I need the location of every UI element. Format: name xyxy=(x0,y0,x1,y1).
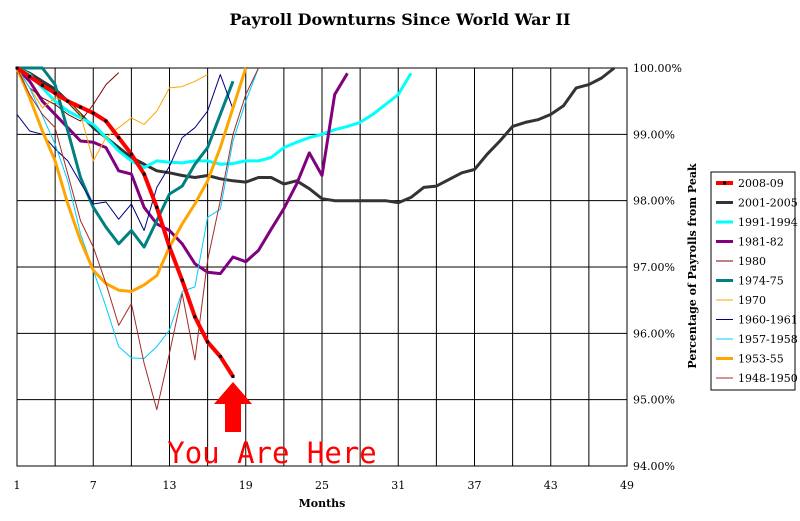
data-point-2008-09 xyxy=(168,245,171,249)
legend-label: 1948-1950 xyxy=(738,372,798,385)
data-point-2008-09 xyxy=(142,172,146,176)
series-line-1974-75 xyxy=(17,66,235,249)
y-axis-label: Percentage of Payrolls from Peak xyxy=(686,163,699,369)
y-tick-labels: 94.00% 95.00% 96.00% 97.00% 98.00% 99.00% 100.… xyxy=(633,62,682,473)
data-point-2008-09 xyxy=(53,91,57,95)
legend: 2008-09 2001-2005 1991-1994 1981-82 1980 1974… xyxy=(710,171,798,391)
legend-marker xyxy=(723,181,726,185)
legend-label: 2008-09 xyxy=(738,177,784,190)
series-layer xyxy=(15,66,616,411)
y-tick-label: 97.00% xyxy=(633,261,675,274)
x-tick-label: 19 xyxy=(239,479,253,492)
legend-label: 1980 xyxy=(738,255,766,268)
data-point-2008-09 xyxy=(66,99,70,103)
x-tick-label: 7 xyxy=(90,479,97,492)
arrow-up-icon xyxy=(214,382,252,432)
y-tick-label: 96.00% xyxy=(633,327,675,340)
data-point-2008-09 xyxy=(15,66,19,70)
legend-label: 1953-55 xyxy=(738,353,784,366)
series-line-1948-1950 xyxy=(16,67,259,411)
data-point-2008-09 xyxy=(129,152,133,156)
data-point-2008-09 xyxy=(193,315,197,319)
chart-title: Payroll Downturns Since World War II xyxy=(230,10,571,29)
series-line-1980 xyxy=(16,67,120,122)
data-point-2008-09 xyxy=(231,374,235,378)
x-tick-label: 37 xyxy=(468,479,482,492)
legend-label: 1974-75 xyxy=(738,275,784,288)
legend-label: 1981-82 xyxy=(738,236,784,249)
x-tick-label: 49 xyxy=(620,479,634,492)
data-point-2008-09 xyxy=(91,111,95,115)
data-point-2008-09 xyxy=(28,75,32,79)
data-point-2008-09 xyxy=(180,278,184,282)
y-tick-label: 99.00% xyxy=(633,128,675,141)
series-line-2001-2005 xyxy=(16,66,616,205)
series-line-1981-82 xyxy=(15,66,349,276)
data-point-2008-09 xyxy=(104,119,108,123)
series-line-1960-1961 xyxy=(16,74,234,231)
series-line-2008-09 xyxy=(15,66,235,378)
y-tick-label: 95.00% xyxy=(633,394,675,407)
y-tick-label: 98.00% xyxy=(633,195,675,208)
data-point-2008-09 xyxy=(79,105,83,109)
x-axis-label: Months xyxy=(299,497,346,510)
legend-label: 1991-1994 xyxy=(738,216,798,229)
data-point-2008-09 xyxy=(206,340,210,344)
x-tick-label: 43 xyxy=(544,479,558,492)
legend-label: 1970 xyxy=(738,294,766,307)
plot-border xyxy=(16,67,628,467)
x-tick-label: 1 xyxy=(14,479,21,492)
data-point-2008-09 xyxy=(218,355,222,359)
data-point-2008-09 xyxy=(40,83,44,87)
annotation-text: You Are Here xyxy=(167,436,377,470)
data-point-2008-09 xyxy=(155,205,159,209)
legend-label: 2001-2005 xyxy=(738,197,798,210)
legend-label: 1957-1958 xyxy=(738,333,798,346)
series-line-1970 xyxy=(16,67,208,162)
legend-label: 1960-1961 xyxy=(738,314,798,327)
y-tick-label: 94.00% xyxy=(633,460,675,473)
x-tick-label: 25 xyxy=(315,479,329,492)
data-point-2008-09 xyxy=(117,136,121,140)
you-are-here-annotation: You Are Here xyxy=(167,382,377,470)
x-tick-label: 13 xyxy=(163,479,177,492)
y-tick-label: 100.00% xyxy=(633,62,682,75)
x-tick-labels: 1 7 13 19 25 31 37 43 49 xyxy=(14,479,635,492)
x-tick-label: 31 xyxy=(391,479,405,492)
series-line-1953-55 xyxy=(15,67,248,293)
